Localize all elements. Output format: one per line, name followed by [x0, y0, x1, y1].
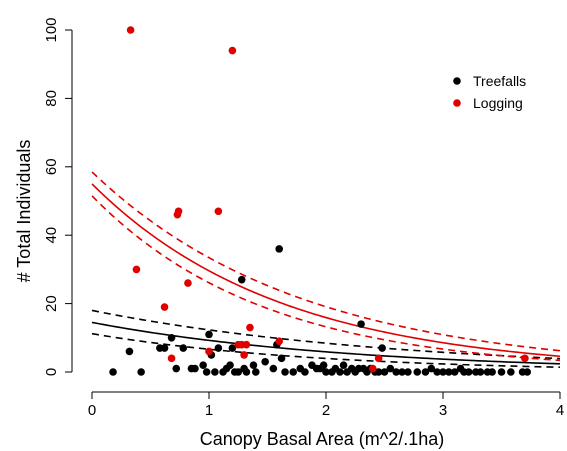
axes-frame [65, 29, 561, 399]
legend-marker-logging [453, 99, 461, 107]
treefalls-point [228, 344, 237, 352]
treefalls-point [214, 344, 223, 352]
logging-point [242, 340, 251, 349]
treefalls-point [339, 361, 348, 369]
treefalls-point [380, 368, 389, 376]
logging-point [214, 207, 223, 216]
treefalls-point [179, 344, 188, 352]
legend-label-logging: Logging [473, 95, 523, 111]
treefalls-point [205, 330, 213, 339]
logging-point [167, 354, 176, 363]
treefalls-point [507, 368, 515, 376]
treefalls-point [404, 368, 412, 376]
treefalls-point [378, 344, 386, 352]
logging-ci-upper-line [91, 171, 561, 352]
treefalls-point [433, 368, 441, 376]
treefalls-point [167, 334, 176, 342]
treefalls-point [226, 361, 234, 369]
fit-curves [91, 171, 561, 369]
treefalls-point [476, 368, 485, 376]
logging-point [184, 279, 192, 287]
logging-point [228, 46, 237, 55]
treefalls-point [357, 320, 365, 328]
y-tick-label: 0 [43, 368, 60, 376]
treefalls-point [523, 368, 532, 376]
treefalls-point [242, 368, 251, 376]
treefalls-point [413, 368, 422, 376]
logging-point [174, 207, 183, 216]
treefalls-point [137, 368, 145, 376]
treefalls-point [249, 361, 258, 369]
logging-point [240, 351, 248, 359]
logging-fit-line [91, 183, 561, 358]
legend: Treefalls Logging [453, 73, 526, 111]
treefalls-point [172, 364, 181, 373]
treefalls-point [281, 368, 289, 376]
y-tick-label: 40 [43, 227, 60, 244]
treefalls-point [336, 368, 344, 376]
logging-point [275, 337, 284, 346]
logging-point [126, 26, 135, 34]
treefalls-point [319, 361, 328, 369]
treefalls-point [392, 368, 401, 376]
treefalls-point [289, 368, 298, 376]
treefalls-point [234, 368, 243, 376]
x-tick-label: 3 [439, 402, 447, 419]
treefalls-point [497, 368, 506, 376]
treefalls-point [199, 361, 207, 369]
treefalls-point [202, 368, 211, 376]
logging-point [160, 303, 169, 311]
x-tick-label: 4 [556, 402, 564, 419]
legend-label-treefalls: Treefalls [473, 73, 526, 89]
y-tick-label: 20 [43, 295, 60, 312]
treefalls-point [252, 368, 260, 376]
logging-point [205, 347, 213, 356]
y-tick-label: 100 [43, 17, 60, 42]
treefalls-point [450, 368, 459, 376]
logging-point [246, 323, 254, 332]
x-tick-label: 1 [205, 402, 213, 419]
y-tick-label: 80 [43, 90, 60, 107]
treefalls-point [237, 275, 246, 284]
treefalls-point [125, 347, 134, 356]
y-tick-label: 60 [43, 158, 60, 175]
logging-point [369, 364, 377, 373]
treefalls-point [275, 245, 284, 253]
treefalls-point [445, 368, 453, 376]
treefalls-point [386, 364, 395, 373]
legend-marker-treefalls [453, 77, 461, 85]
x-axis-label: Canopy Basal Area (m^2/.1ha) [200, 429, 445, 449]
treefalls-point [160, 344, 169, 352]
treefalls-point [261, 357, 269, 366]
treefalls-point [269, 364, 278, 373]
logging-point [521, 354, 529, 363]
logging-ci-lower-line [91, 195, 561, 362]
treefalls-point [322, 368, 330, 376]
logging-point [132, 265, 141, 274]
treefalls-point [427, 364, 436, 373]
treefalls-point [301, 368, 309, 376]
x-tick-label: 0 [88, 402, 96, 419]
treefalls-point [488, 368, 496, 376]
treefalls-point [374, 368, 383, 376]
y-axis-label: # Total Individuals [14, 140, 34, 283]
treefalls-fit-line [91, 321, 561, 365]
treefalls-ci-lower-line [91, 332, 561, 369]
logging-point [374, 354, 383, 363]
treefalls-point [277, 354, 286, 363]
x-tick-label: 2 [322, 402, 330, 419]
treefalls-point [439, 368, 447, 376]
treefalls-point [421, 368, 430, 376]
treefalls-point [398, 368, 406, 376]
treefalls-point [109, 368, 117, 376]
treefalls-point [464, 368, 473, 376]
treefalls-point [191, 364, 199, 373]
treefalls-point [211, 368, 219, 376]
data-points [109, 26, 532, 376]
